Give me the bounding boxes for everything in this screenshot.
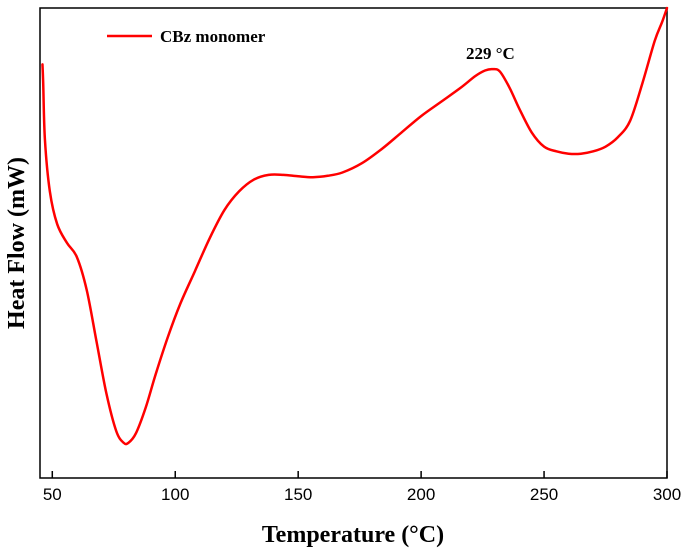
x-axis-ticks (51, 471, 668, 478)
y-axis-title: Heat Flow (mW) (4, 157, 30, 329)
x-axis-title: Temperature (°C) (262, 522, 444, 548)
x-tick-label-200: 200 (407, 485, 435, 504)
legend: CBz monomer (107, 27, 266, 46)
series-line-cbz-monomer (41, 6, 669, 446)
peak-annotation: 229 °C (466, 44, 515, 63)
x-tick-label-150: 150 (284, 485, 312, 504)
legend-label: CBz monomer (160, 27, 266, 46)
x-tick-label-50: 50 (43, 485, 62, 504)
x-axis-tick-labels: 50 100 150 200 250 300 (43, 485, 681, 504)
x-tick-label-250: 250 (530, 485, 558, 504)
x-tick-label-300: 300 (653, 485, 681, 504)
plot-frame (39, 7, 668, 479)
x-tick-label-100: 100 (161, 485, 189, 504)
